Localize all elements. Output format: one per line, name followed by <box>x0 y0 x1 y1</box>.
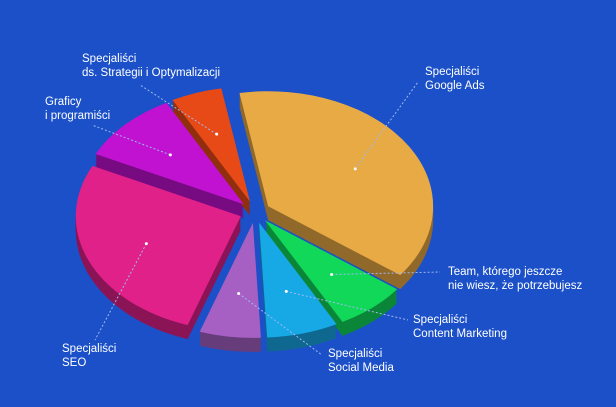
slice-label: Specjaliści SEO <box>62 343 117 369</box>
leader-line <box>286 290 409 321</box>
slice-label: Specjaliści Social Media <box>328 348 394 374</box>
slice <box>265 220 398 322</box>
leader-line <box>91 124 171 156</box>
slice <box>199 222 261 338</box>
slice-label: Specjaliści Google Ads <box>425 66 485 92</box>
slice <box>259 222 337 338</box>
slice-label: Graficy i programiści <box>45 96 111 122</box>
slice <box>75 165 241 326</box>
leader-line <box>354 81 419 170</box>
leader-dot <box>144 242 148 246</box>
leader-dot <box>330 272 334 276</box>
leader-dot <box>168 153 172 157</box>
slice-label: Team, którego jeszcze nie wiesz, że potr… <box>448 266 583 292</box>
leader-dot <box>284 289 288 293</box>
slice-label: Specjaliści Content Marketing <box>413 314 507 340</box>
leader-dot <box>215 132 219 136</box>
slice-label: Specjaliści ds. Strategii i Optymalizacj… <box>82 53 221 79</box>
leader-line <box>139 84 217 135</box>
slice <box>172 88 250 202</box>
slice <box>239 91 434 276</box>
leader-line <box>238 293 323 356</box>
leader-dot <box>353 167 357 171</box>
leader-dot <box>237 291 241 295</box>
